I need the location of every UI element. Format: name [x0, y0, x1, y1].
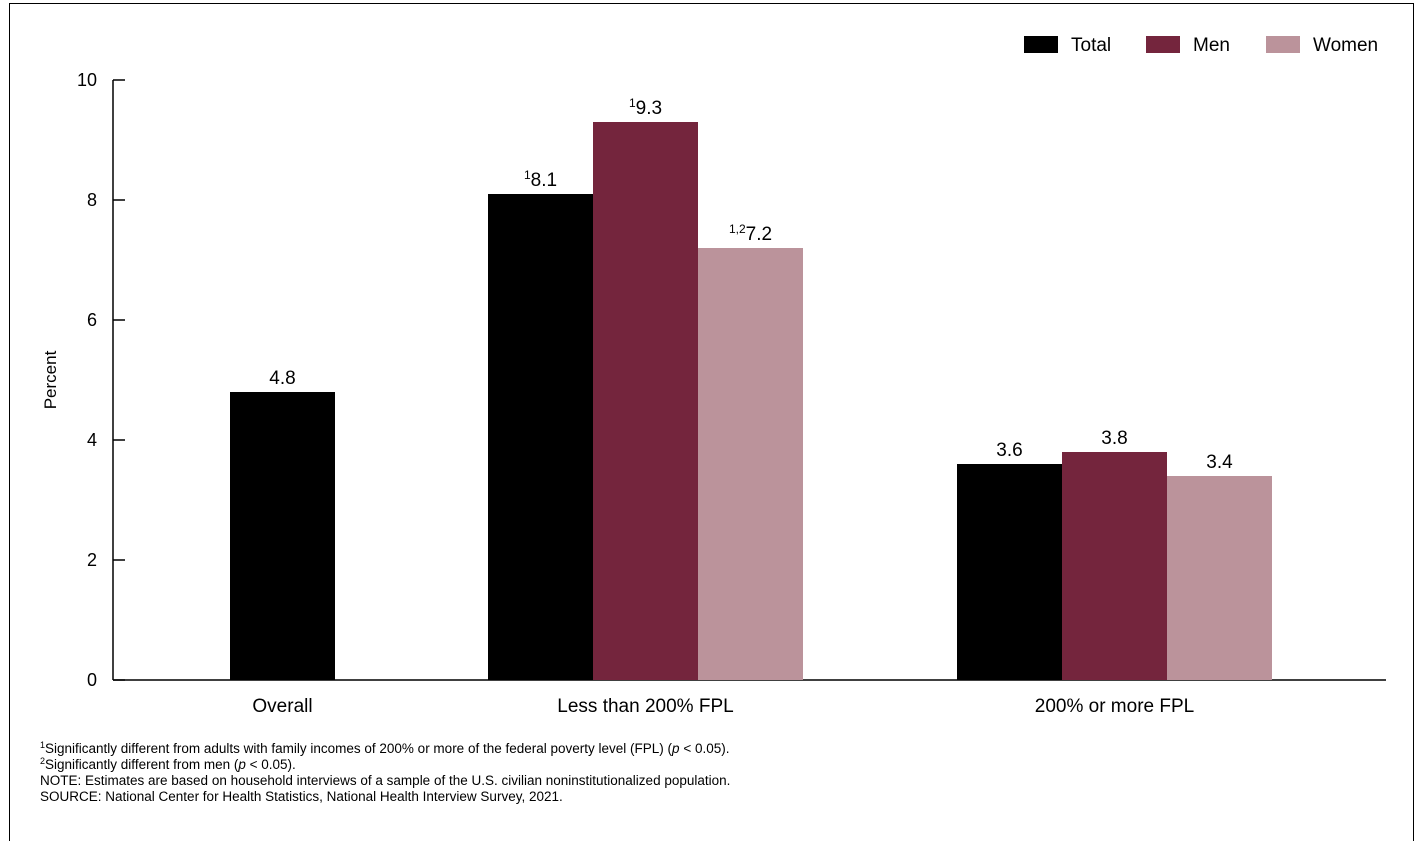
- footnote-1: 1Significantly different from adults wit…: [40, 740, 730, 757]
- legend-label-total: Total: [1071, 35, 1111, 56]
- y-tick-label: 4: [87, 430, 97, 450]
- legend-label-men: Men: [1193, 35, 1230, 56]
- category-label: Overall: [252, 696, 312, 717]
- legend-label-women: Women: [1313, 35, 1378, 56]
- y-tick-label: 6: [87, 310, 97, 330]
- bar-women: [1167, 476, 1272, 680]
- data-label: 19.3: [629, 96, 662, 119]
- bar-total: [230, 392, 335, 680]
- y-axis-label: Percent: [41, 350, 60, 409]
- data-label: 3.8: [1101, 428, 1127, 449]
- data-label: 18.1: [524, 168, 557, 191]
- data-label: 3.6: [996, 440, 1022, 461]
- legend-swatch-men: [1146, 36, 1180, 53]
- y-tick-label: 0: [87, 670, 97, 690]
- bar-total: [488, 194, 593, 680]
- bar-men: [1062, 452, 1167, 680]
- y-tick-label: 8: [87, 190, 97, 210]
- legend-swatch-women: [1266, 36, 1300, 53]
- data-label: 4.8: [269, 368, 295, 389]
- data-label: 1,27.2: [729, 222, 772, 245]
- category-label: 200% or more FPL: [1035, 696, 1194, 717]
- bar-women: [698, 248, 803, 680]
- y-tick-label: 2: [87, 550, 97, 570]
- bar-chart: 0 2 4 6 8 10 Percent 4.8 Overall 18.1 19.3 1,27.2 Le…: [41, 35, 1386, 717]
- footnote-2: 2Significantly different from men (p < 0…: [40, 756, 296, 773]
- bar-men: [593, 122, 698, 680]
- chart-frame: [9, 3, 1414, 841]
- category-label: Less than 200% FPL: [557, 696, 733, 717]
- footnotes: 1Significantly different from adults wit…: [40, 741, 730, 805]
- note-text: NOTE: Estimates are based on household i…: [40, 773, 731, 788]
- data-label: 3.4: [1206, 452, 1233, 473]
- y-tick-label: 10: [77, 70, 97, 90]
- source-text: SOURCE: National Center for Health Stati…: [40, 789, 563, 804]
- bar-total: [957, 464, 1062, 680]
- legend-swatch-total: [1024, 36, 1058, 53]
